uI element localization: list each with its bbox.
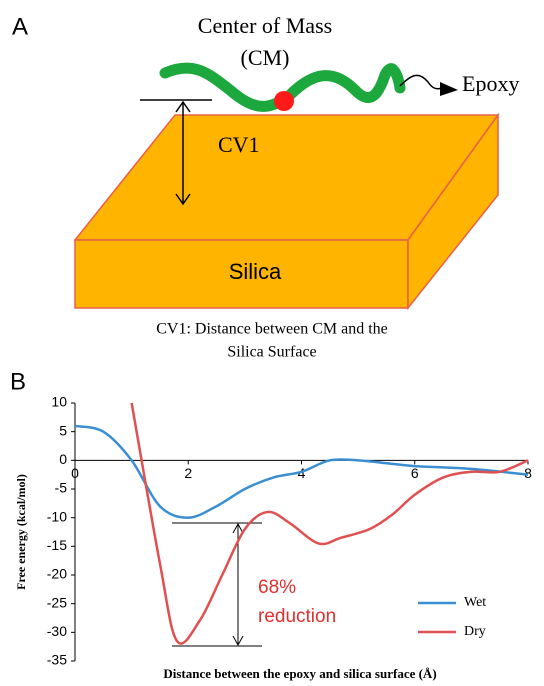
y-tick-label: -5 (55, 480, 68, 496)
y-tick-label: 10 (51, 394, 67, 410)
y-tick-label: -20 (47, 566, 67, 582)
caption: CV1: Distance between CM and the (156, 321, 388, 338)
annotation: 68% (258, 577, 296, 598)
arrow-head (440, 82, 458, 96)
epoxy-pointer (400, 75, 442, 88)
y-axis-label: Free energy (kcal/mol) (14, 474, 28, 590)
x-tick-label: 2 (184, 465, 192, 481)
legend-label: Wet (464, 595, 486, 610)
y-tick-label: -30 (47, 623, 67, 639)
y-tick-label: 0 (59, 451, 67, 467)
x-tick-label: 0 (71, 465, 79, 481)
cm-title: Center of Mass (198, 13, 332, 38)
cm-abbr: (CM) (241, 45, 290, 70)
y-tick-label: -25 (47, 594, 67, 610)
x-axis-label: Distance between the epoxy and silica su… (163, 666, 436, 681)
x-tick-label: 8 (524, 465, 532, 481)
legend-label: Dry (464, 624, 486, 639)
slab-label: Silica (229, 259, 282, 284)
caption: Silica Surface (227, 344, 316, 361)
epoxy-label: Epoxy (462, 71, 519, 96)
annotation: reduction (258, 606, 336, 627)
panel-label: B (10, 368, 26, 395)
y-tick-label: -15 (47, 537, 67, 553)
cv-label: CV1 (218, 132, 260, 157)
center-of-mass (274, 91, 294, 111)
y-tick-label: -10 (47, 508, 67, 524)
y-tick-label: -35 (47, 652, 67, 668)
panel-label: A (12, 13, 28, 40)
y-tick-label: 5 (59, 422, 67, 438)
figure: A Center of Mass (CM) Epoxy CV1 Silica C… (0, 0, 544, 686)
